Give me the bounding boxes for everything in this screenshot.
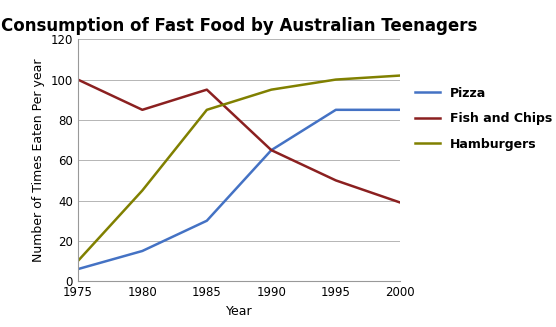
Hamburgers (397, 74, 404, 77)
Pizza (332, 108, 339, 112)
X-axis label: Year: Year (226, 305, 252, 318)
Hamburgers (332, 77, 339, 81)
Pizza (139, 249, 146, 253)
Fish and Chips (139, 108, 146, 112)
Line: Fish and Chips: Fish and Chips (78, 79, 400, 203)
Line: Pizza: Pizza (78, 110, 400, 269)
Hamburgers (75, 259, 81, 263)
Fish and Chips (268, 148, 275, 152)
Line: Hamburgers: Hamburgers (78, 76, 400, 261)
Fish and Chips (203, 88, 210, 92)
Hamburgers (203, 108, 210, 112)
Pizza (268, 148, 275, 152)
Fish and Chips (397, 201, 404, 205)
Hamburgers (268, 88, 275, 92)
Pizza (75, 267, 81, 271)
Fish and Chips (332, 179, 339, 182)
Hamburgers (139, 188, 146, 192)
Legend: Pizza, Fish and Chips, Hamburgers: Pizza, Fish and Chips, Hamburgers (410, 82, 556, 156)
Pizza (203, 219, 210, 223)
Y-axis label: Number of Times Eaten Per year: Number of Times Eaten Per year (32, 59, 45, 262)
Title: Consumption of Fast Food by Australian Teenagers: Consumption of Fast Food by Australian T… (1, 17, 477, 35)
Fish and Chips (75, 77, 81, 81)
Pizza (397, 108, 404, 112)
